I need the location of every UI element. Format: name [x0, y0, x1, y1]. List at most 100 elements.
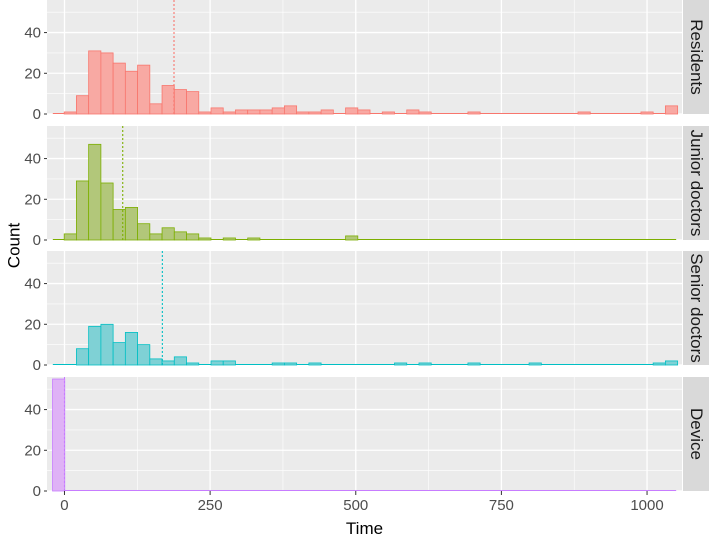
y-tick-label: 20 [24, 191, 41, 208]
y-tick-label: 20 [24, 65, 41, 82]
facet-panel-3: 0 20 40 Senior doctors [24, 251, 709, 374]
histogram-bar [247, 237, 261, 241]
histogram-bar [63, 233, 77, 241]
histogram-bar [664, 105, 679, 115]
histogram-bar [186, 91, 200, 115]
histogram-bar [418, 111, 432, 115]
histogram-bar [63, 111, 77, 115]
facet-panel-4: 0 20 40 Device [24, 377, 709, 500]
histogram-bar [394, 362, 408, 366]
histogram-bar [271, 107, 285, 115]
histogram-bar [198, 111, 212, 115]
histogram-bar [149, 358, 163, 366]
histogram-bar [210, 360, 224, 366]
histogram-bar [149, 103, 163, 115]
histogram-bar [259, 109, 273, 115]
histogram-bar [222, 111, 236, 115]
histogram-bar [528, 362, 542, 366]
histogram-bar [357, 109, 371, 115]
histogram-bar [161, 227, 175, 241]
histogram-bar [271, 362, 285, 366]
histogram-bar [664, 360, 679, 366]
facet-panel-2: 0 20 40 Junior doctors [24, 126, 709, 249]
y-tick-label: 40 [24, 25, 41, 42]
histogram-bar [173, 89, 187, 115]
x-tick-label: 0 [60, 497, 68, 514]
x-tick-label: 750 [489, 497, 514, 514]
histogram-bar [418, 362, 432, 366]
x-axis: 0 250 500 750 1000 [60, 491, 664, 514]
histogram-bar [345, 107, 359, 115]
histogram-bar [345, 235, 359, 241]
facet-panels: 0 20 40 Residents 0 20 40 Junior doctors 0 20 40 Se… [24, 0, 709, 500]
histogram-bar [186, 362, 200, 366]
histogram-bar [100, 52, 114, 115]
y-tick-label: 20 [24, 442, 41, 459]
histogram-bar [76, 348, 90, 366]
histogram-bar [76, 180, 90, 241]
x-tick-label: 1000 [630, 497, 663, 514]
histogram-bar [88, 325, 102, 366]
histogram-bar [149, 233, 163, 241]
histogram-bar [76, 95, 90, 115]
histogram-bar [100, 323, 114, 366]
histogram-bar [283, 105, 298, 115]
facet-strip [683, 377, 709, 491]
histogram-bar [283, 362, 298, 366]
histogram-bar [308, 362, 322, 366]
histogram-bar [235, 109, 249, 115]
histogram-bar [222, 237, 236, 241]
facet-panel-1: 0 20 40 Residents [24, 0, 709, 123]
histogram-bar [406, 109, 420, 115]
histogram-bar [137, 344, 151, 366]
histogram-bar [577, 111, 591, 115]
histogram-bar [161, 85, 175, 115]
x-axis-title: Time [346, 519, 383, 538]
panel-background [47, 0, 682, 114]
y-tick-label: 0 [33, 483, 41, 500]
histogram-bar [467, 362, 481, 366]
y-tick-label: 0 [33, 357, 41, 374]
histogram-bar [124, 207, 138, 241]
y-tick-label: 0 [33, 106, 41, 123]
histogram-bar [308, 111, 322, 115]
histogram-bar [198, 237, 212, 241]
facet-strip-label: Residents [687, 19, 706, 95]
x-tick-label: 500 [343, 497, 368, 514]
facet-strip-label: Junior doctors [687, 130, 706, 237]
facet-strip-label: Senior doctors [687, 253, 706, 363]
histogram-bar [296, 111, 310, 115]
histogram-bar [652, 362, 666, 366]
histogram-bar [173, 231, 187, 241]
histogram-bar [210, 107, 224, 115]
y-tick-label: 40 [24, 402, 41, 419]
histogram-bar [124, 70, 138, 115]
panel-background [47, 377, 682, 491]
histogram-bar [222, 360, 236, 366]
histogram-bar [52, 378, 66, 492]
histogram-bar [173, 356, 187, 366]
histogram-bar [381, 111, 395, 115]
histogram-bar [112, 209, 126, 241]
histogram-bar [186, 233, 200, 241]
y-tick-label: 40 [24, 151, 41, 168]
histogram-bar [88, 50, 102, 115]
y-tick-label: 0 [33, 232, 41, 249]
histogram-bar [112, 342, 126, 366]
histogram-bar [100, 182, 114, 241]
histogram-bar [247, 109, 261, 115]
y-tick-label: 20 [24, 316, 41, 333]
histogram-bar [640, 111, 654, 115]
histogram-bar [88, 143, 102, 241]
panel-background [47, 126, 682, 240]
facet-strip [683, 0, 709, 114]
histogram-bar [467, 111, 481, 115]
histogram-bar [137, 223, 151, 241]
facet-strip [683, 126, 709, 240]
panel-background [47, 251, 682, 365]
facet-strip [683, 251, 709, 365]
histogram-bar [124, 332, 138, 366]
histogram-bar [137, 64, 151, 115]
y-axis-title: Count [5, 223, 24, 269]
